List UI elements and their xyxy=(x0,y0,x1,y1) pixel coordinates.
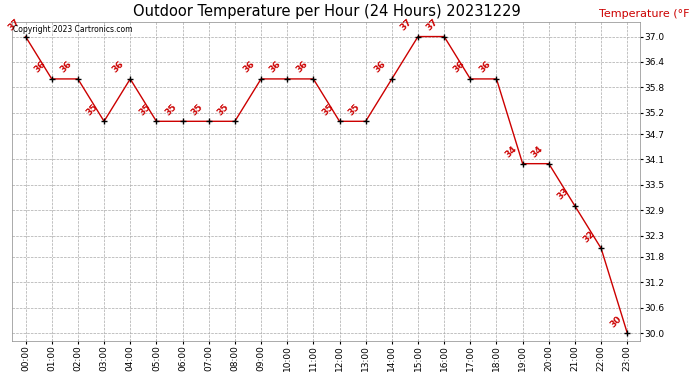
Text: 36: 36 xyxy=(451,60,466,75)
Text: 37: 37 xyxy=(425,17,440,32)
Text: 35: 35 xyxy=(346,102,362,117)
Text: 35: 35 xyxy=(189,102,204,117)
Text: 36: 36 xyxy=(373,60,388,75)
Text: 34: 34 xyxy=(503,144,518,159)
Text: 37: 37 xyxy=(6,17,21,32)
Text: 35: 35 xyxy=(320,102,335,117)
Text: 36: 36 xyxy=(294,60,309,75)
Text: 36: 36 xyxy=(59,60,74,75)
Text: 30: 30 xyxy=(608,314,623,329)
Text: 36: 36 xyxy=(111,60,126,75)
Title: Outdoor Temperature per Hour (24 Hours) 20231229: Outdoor Temperature per Hour (24 Hours) … xyxy=(132,4,520,19)
Text: 35: 35 xyxy=(163,102,179,117)
Text: 35: 35 xyxy=(215,102,230,117)
Text: 33: 33 xyxy=(555,187,571,202)
Text: 37: 37 xyxy=(399,17,414,32)
Text: 36: 36 xyxy=(268,60,283,75)
Text: 36: 36 xyxy=(241,60,257,75)
Text: Copyright 2023 Cartronics.com: Copyright 2023 Cartronics.com xyxy=(13,25,132,34)
Text: Temperature (°F): Temperature (°F) xyxy=(599,9,690,18)
Text: 35: 35 xyxy=(85,102,100,117)
Text: 36: 36 xyxy=(32,60,48,75)
Text: 32: 32 xyxy=(582,229,597,244)
Text: 36: 36 xyxy=(477,60,493,75)
Text: 34: 34 xyxy=(529,144,544,159)
Text: 35: 35 xyxy=(137,102,152,117)
